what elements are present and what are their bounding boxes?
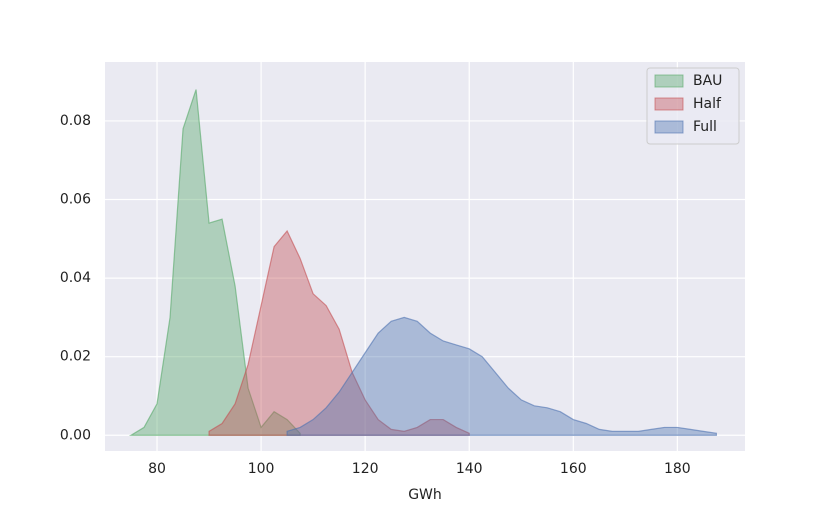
y-tick-label: 0.06 — [60, 192, 91, 208]
density-area — [128, 89, 301, 436]
legend-swatch — [654, 97, 684, 111]
y-tick-label: 0.08 — [60, 113, 91, 129]
x-tick-label: 120 — [352, 461, 379, 477]
y-tick-label: 0.04 — [60, 270, 91, 286]
y-tick-label: 0.02 — [60, 349, 91, 365]
x-tick-label: 80 — [148, 461, 166, 477]
legend-label: BAU — [693, 73, 722, 89]
x-tick-label: 100 — [248, 461, 275, 477]
density-area — [286, 316, 717, 436]
legend-swatch — [654, 120, 684, 134]
plot-background — [105, 62, 745, 451]
x-tick-label: 160 — [560, 461, 587, 477]
density-area — [208, 229, 470, 436]
x-tick-label: 180 — [664, 461, 691, 477]
x-axis-label: GWh — [408, 487, 442, 503]
legend-label: Half — [693, 96, 722, 112]
legend-label: Full — [693, 119, 717, 135]
x-tick-label: 140 — [456, 461, 483, 477]
y-tick-label: 0.00 — [60, 427, 91, 443]
legend-swatch — [654, 74, 684, 88]
